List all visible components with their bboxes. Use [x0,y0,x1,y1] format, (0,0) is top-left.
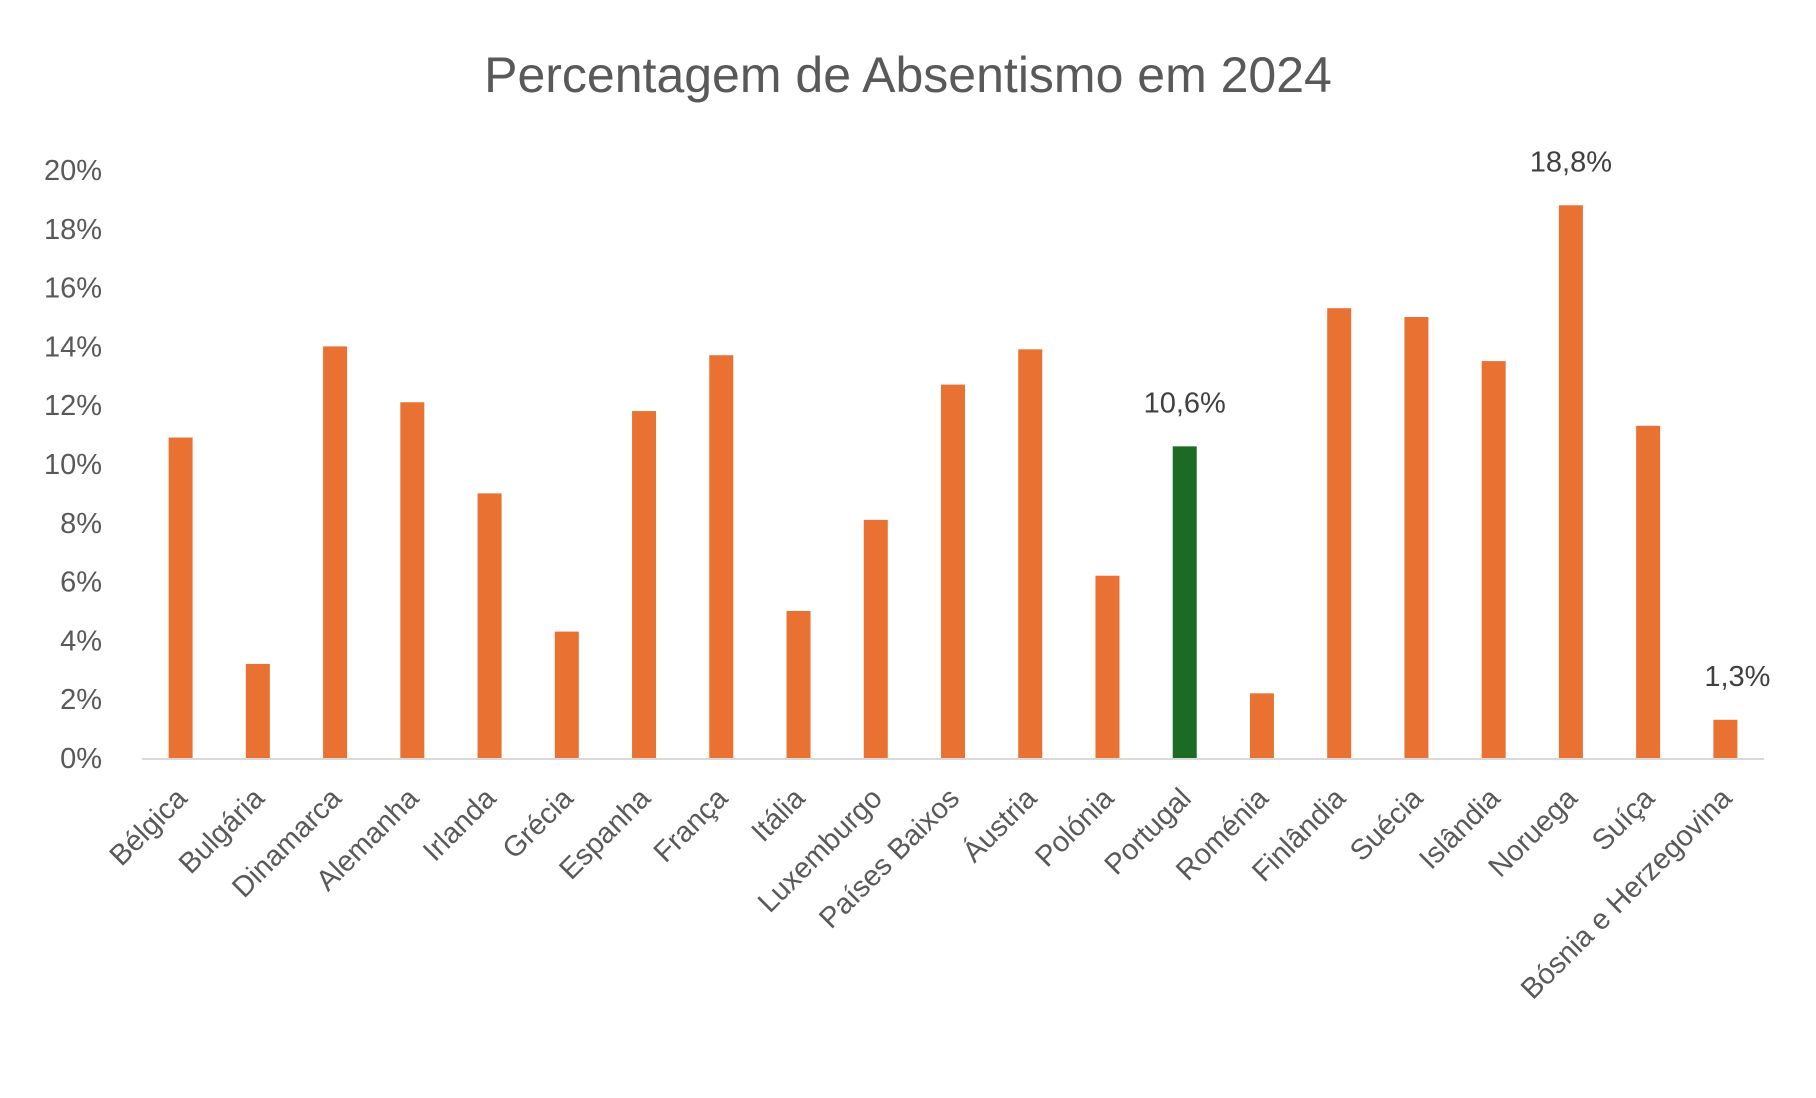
data-label: 1,3% [1704,661,1770,693]
x-axis: BélgicaBulgáriaDinamarcaAlemanhaIrlandaG… [104,781,1739,1006]
y-tick-label: 10% [44,449,102,481]
data-label: 10,6% [1144,387,1226,419]
y-tick-label: 4% [60,625,102,657]
y-tick-label: 0% [60,743,102,775]
bar [1636,425,1661,758]
y-tick-label: 14% [44,331,102,363]
bar [1481,361,1506,758]
y-tick-label: 2% [60,684,102,716]
data-labels: 10,6% 18,8% 1,3% [1144,146,1771,693]
bar [709,355,734,758]
bar [168,437,193,758]
bar [400,402,425,758]
data-label: 18,8% [1530,146,1612,178]
x-tick-label: Suíça [1586,782,1662,858]
bar [1095,575,1120,758]
bar [1404,317,1429,758]
bars [168,205,1738,758]
y-tick-label: 6% [60,567,102,599]
bar [323,346,348,758]
x-tick-label: Áustria [956,781,1044,869]
bar [1172,446,1197,758]
bar [1327,308,1352,758]
bar [1713,719,1738,758]
y-tick-label: 20% [44,155,102,187]
bar [632,411,657,758]
bar [1558,205,1583,758]
y-tick-label: 16% [44,273,102,305]
bar [941,384,965,758]
y-tick-label: 8% [60,508,102,540]
bar [1249,693,1274,758]
x-tick-label: França [648,782,735,869]
x-tick-label: Itália [746,782,813,849]
x-tick-label: Irlanda [417,782,503,868]
bar [245,663,270,758]
x-tick-label: Países Baixos [813,782,966,935]
bar [554,631,579,758]
bar [477,493,502,758]
bar [786,611,811,758]
y-axis: 0% 2% 4% 6% 8% 10% 12% 14% 16% 18% 20% [44,155,102,775]
bar [863,519,888,758]
y-tick-label: 18% [44,214,102,246]
y-tick-label: 12% [44,390,102,422]
bar [1018,349,1043,758]
chart-title: Percentagem de Absentismo em 2024 [484,47,1332,103]
